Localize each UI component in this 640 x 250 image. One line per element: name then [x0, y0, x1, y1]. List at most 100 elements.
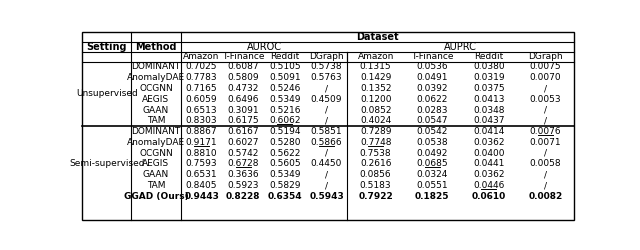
Text: 0.3091: 0.3091 — [227, 106, 259, 114]
Text: 0.0414: 0.0414 — [473, 127, 504, 136]
Text: /: / — [544, 84, 547, 93]
Text: OCGNN: OCGNN — [139, 149, 173, 158]
Text: 0.8228: 0.8228 — [226, 192, 260, 201]
Text: 0.0362: 0.0362 — [473, 138, 504, 147]
Text: AUPRC: AUPRC — [444, 42, 477, 52]
Text: 0.0547: 0.0547 — [417, 116, 448, 125]
Text: 0.0441: 0.0441 — [473, 160, 504, 168]
Text: 0.0058: 0.0058 — [529, 160, 561, 168]
Text: 0.0551: 0.0551 — [417, 181, 448, 190]
Text: 0.9171: 0.9171 — [186, 138, 218, 147]
Text: 0.6496: 0.6496 — [227, 95, 259, 104]
Text: 0.4732: 0.4732 — [228, 84, 259, 93]
Text: Amazon: Amazon — [358, 52, 394, 62]
Text: 0.0324: 0.0324 — [417, 170, 448, 179]
Text: 0.5742: 0.5742 — [228, 149, 259, 158]
Text: 0.5763: 0.5763 — [311, 73, 342, 82]
Text: 0.1352: 0.1352 — [360, 84, 392, 93]
Text: 0.0437: 0.0437 — [473, 116, 504, 125]
Text: 0.0380: 0.0380 — [473, 62, 504, 72]
Text: 0.6167: 0.6167 — [227, 127, 259, 136]
Text: 0.6175: 0.6175 — [227, 116, 259, 125]
Text: 0.0283: 0.0283 — [417, 106, 448, 114]
Text: 0.0082: 0.0082 — [528, 192, 563, 201]
Text: 0.5943: 0.5943 — [309, 192, 344, 201]
Text: /: / — [325, 106, 328, 114]
Text: 0.6354: 0.6354 — [268, 192, 302, 201]
Text: Setting: Setting — [86, 42, 127, 52]
Text: Dataset: Dataset — [356, 32, 399, 42]
Text: 0.8303: 0.8303 — [186, 116, 218, 125]
Text: 0.0070: 0.0070 — [529, 73, 561, 82]
Text: 0.6513: 0.6513 — [186, 106, 218, 114]
Text: 0.0446: 0.0446 — [473, 181, 504, 190]
Text: 0.7165: 0.7165 — [186, 84, 218, 93]
Text: 0.3636: 0.3636 — [227, 170, 259, 179]
Text: /: / — [325, 181, 328, 190]
Text: 0.7748: 0.7748 — [360, 138, 392, 147]
Text: 0.7922: 0.7922 — [358, 192, 393, 201]
Text: DGraph: DGraph — [528, 52, 563, 62]
Text: 0.5622: 0.5622 — [269, 149, 301, 158]
Text: DOMINANT: DOMINANT — [131, 62, 180, 72]
Text: 0.4509: 0.4509 — [311, 95, 342, 104]
Text: 0.4024: 0.4024 — [360, 116, 391, 125]
Text: 0.0076: 0.0076 — [529, 127, 561, 136]
Text: Reddit: Reddit — [270, 52, 300, 62]
Text: /: / — [325, 170, 328, 179]
Text: 0.0542: 0.0542 — [417, 127, 448, 136]
Text: Method: Method — [135, 42, 177, 52]
Text: AnomalyDAE: AnomalyDAE — [127, 138, 185, 147]
Text: 0.5105: 0.5105 — [269, 62, 301, 72]
Text: 0.1315: 0.1315 — [360, 62, 392, 72]
Text: 0.5349: 0.5349 — [269, 95, 301, 104]
Text: /: / — [544, 149, 547, 158]
Text: 0.7289: 0.7289 — [360, 127, 392, 136]
Text: 0.5216: 0.5216 — [269, 106, 301, 114]
Text: 0.1429: 0.1429 — [360, 73, 391, 82]
Text: 0.5091: 0.5091 — [269, 73, 301, 82]
Text: /: / — [325, 116, 328, 125]
Text: 0.0610: 0.0610 — [472, 192, 506, 201]
Text: 0.1200: 0.1200 — [360, 95, 392, 104]
Text: /: / — [544, 181, 547, 190]
Text: GGAD (Ours): GGAD (Ours) — [124, 192, 188, 201]
Text: /: / — [325, 84, 328, 93]
Text: 0.0392: 0.0392 — [417, 84, 448, 93]
Text: 0.6087: 0.6087 — [227, 62, 259, 72]
Text: 0.0413: 0.0413 — [473, 95, 504, 104]
Text: AEGIS: AEGIS — [142, 160, 170, 168]
Text: 0.0375: 0.0375 — [473, 84, 504, 93]
Text: 0.1825: 0.1825 — [415, 192, 449, 201]
Text: 0.6531: 0.6531 — [186, 170, 218, 179]
Text: AEGIS: AEGIS — [142, 95, 170, 104]
Text: 0.0538: 0.0538 — [417, 138, 448, 147]
Text: 0.5605: 0.5605 — [269, 160, 301, 168]
Text: 0.0400: 0.0400 — [473, 149, 504, 158]
Text: 0.0053: 0.0053 — [529, 95, 561, 104]
Text: 0.5194: 0.5194 — [269, 127, 301, 136]
Text: 0.8867: 0.8867 — [186, 127, 218, 136]
Text: 0.4450: 0.4450 — [311, 160, 342, 168]
Text: T-Finance: T-Finance — [222, 52, 264, 62]
Text: OCGNN: OCGNN — [139, 84, 173, 93]
Text: GAAN: GAAN — [143, 170, 169, 179]
Text: 0.5246: 0.5246 — [269, 84, 301, 93]
Text: 0.8810: 0.8810 — [186, 149, 218, 158]
Text: GAAN: GAAN — [143, 106, 169, 114]
Text: AUROC: AUROC — [246, 42, 282, 52]
Text: 0.5280: 0.5280 — [269, 138, 301, 147]
Text: 0.5923: 0.5923 — [227, 181, 259, 190]
Text: 0.7593: 0.7593 — [186, 160, 218, 168]
Text: 0.0622: 0.0622 — [417, 95, 448, 104]
Text: 0.2616: 0.2616 — [360, 160, 392, 168]
Text: 0.0856: 0.0856 — [360, 170, 392, 179]
Text: DOMINANT: DOMINANT — [131, 127, 180, 136]
Text: 0.6027: 0.6027 — [227, 138, 259, 147]
Text: /: / — [544, 170, 547, 179]
Text: 0.5738: 0.5738 — [311, 62, 342, 72]
Text: 0.0492: 0.0492 — [417, 149, 448, 158]
Text: 0.5349: 0.5349 — [269, 170, 301, 179]
Text: 0.5809: 0.5809 — [227, 73, 259, 82]
Text: 0.0348: 0.0348 — [473, 106, 504, 114]
